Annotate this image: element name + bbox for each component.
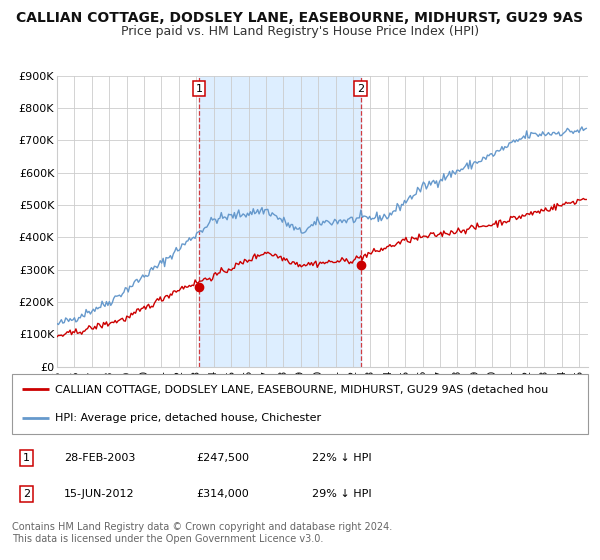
Text: 1: 1 bbox=[196, 83, 203, 94]
Text: 22% ↓ HPI: 22% ↓ HPI bbox=[311, 452, 371, 463]
Text: Price paid vs. HM Land Registry's House Price Index (HPI): Price paid vs. HM Land Registry's House … bbox=[121, 25, 479, 38]
FancyBboxPatch shape bbox=[12, 374, 588, 434]
Text: HPI: Average price, detached house, Chichester: HPI: Average price, detached house, Chic… bbox=[55, 413, 322, 423]
Bar bbox=[199, 76, 361, 367]
Text: £247,500: £247,500 bbox=[196, 452, 250, 463]
Text: 29% ↓ HPI: 29% ↓ HPI bbox=[311, 489, 371, 499]
Text: 15-JUN-2012: 15-JUN-2012 bbox=[64, 489, 134, 499]
Text: £314,000: £314,000 bbox=[196, 489, 249, 499]
Text: Contains HM Land Registry data © Crown copyright and database right 2024.
This d: Contains HM Land Registry data © Crown c… bbox=[12, 522, 392, 544]
Text: CALLIAN COTTAGE, DODSLEY LANE, EASEBOURNE, MIDHURST, GU29 9AS (detached hou: CALLIAN COTTAGE, DODSLEY LANE, EASEBOURN… bbox=[55, 384, 548, 394]
Text: 28-FEB-2003: 28-FEB-2003 bbox=[64, 452, 135, 463]
Text: 1: 1 bbox=[23, 452, 30, 463]
Text: 2: 2 bbox=[357, 83, 364, 94]
Text: 2: 2 bbox=[23, 489, 30, 499]
Text: CALLIAN COTTAGE, DODSLEY LANE, EASEBOURNE, MIDHURST, GU29 9AS: CALLIAN COTTAGE, DODSLEY LANE, EASEBOURN… bbox=[16, 11, 584, 25]
